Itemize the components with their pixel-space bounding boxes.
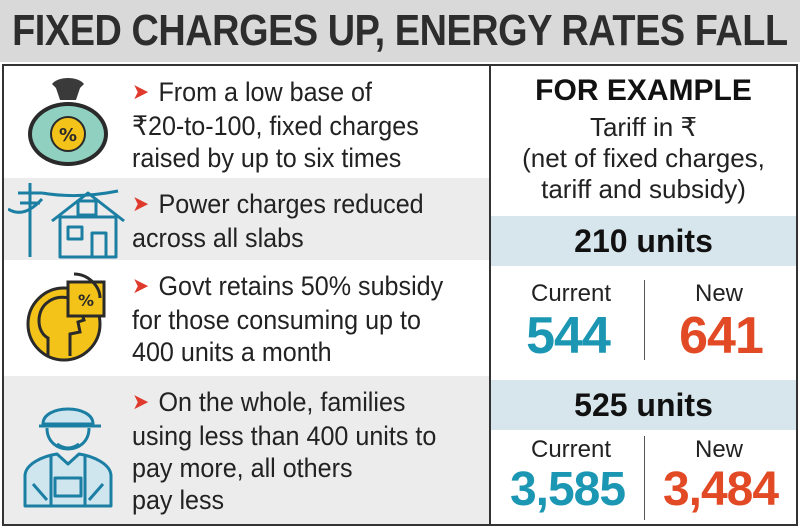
example-panel: FOR EXAMPLE Tariff in ₹ (net of fixed ch…	[491, 66, 796, 524]
worker-icon	[4, 376, 132, 524]
arrow-icon: ➤	[132, 79, 150, 104]
column-divider	[489, 64, 491, 526]
page-title: FIXED CHARGES UP, ENERGY RATES FALL	[12, 6, 788, 55]
point-row-3: % ➤ Govt retains 50% subsidy for those co…	[4, 260, 489, 376]
point-row-4: ➤ On the whole, families using less than …	[4, 376, 489, 524]
new-value-525: 3,484	[662, 463, 779, 516]
svg-text:%: %	[78, 291, 94, 310]
title-bar: FIXED CHARGES UP, ENERGY RATES FALL	[0, 0, 800, 62]
current-label: Current	[530, 280, 612, 307]
example-heading: FOR EXAMPLE	[535, 74, 752, 107]
house-power-pole-icon	[4, 178, 132, 260]
point-text-3: ➤ Govt retains 50% subsidy for those cons…	[132, 271, 444, 367]
value-separator	[644, 436, 645, 520]
money-bag-percent-icon: %	[4, 66, 132, 178]
svg-text:%: %	[59, 125, 77, 146]
new-value-210: 641	[679, 307, 764, 365]
value-separator	[644, 280, 645, 360]
arrow-icon: ➤	[132, 191, 150, 216]
units-band-210: 210 units	[491, 216, 796, 266]
point-row-2: ➤ Power charges reduced across all slabs	[4, 178, 489, 260]
head-percent-chart-icon: %	[4, 260, 132, 376]
point-text-4: ➤ On the whole, families using less than …	[132, 387, 437, 515]
arrow-icon: ➤	[132, 389, 150, 414]
point-text-1: ➤ From a low base of ₹20-to-100, fixed ch…	[132, 77, 419, 173]
new-label: New	[694, 436, 743, 463]
current-value-210: 544	[526, 307, 611, 365]
content-frame	[2, 64, 798, 526]
current-value-525: 3,585	[509, 463, 626, 516]
example-subtitle: Tariff in ₹ (net of fixed charges, tarif…	[522, 112, 765, 204]
new-label: New	[694, 280, 743, 307]
arrow-icon: ➤	[132, 273, 150, 298]
point-row-1: % ➤ From a low base of ₹20-to-100, fixed …	[4, 66, 489, 178]
point-text-2: ➤ Power charges reduced across all slabs	[132, 189, 424, 253]
current-label: Current	[530, 436, 612, 463]
units-band-525: 525 units	[491, 380, 796, 430]
